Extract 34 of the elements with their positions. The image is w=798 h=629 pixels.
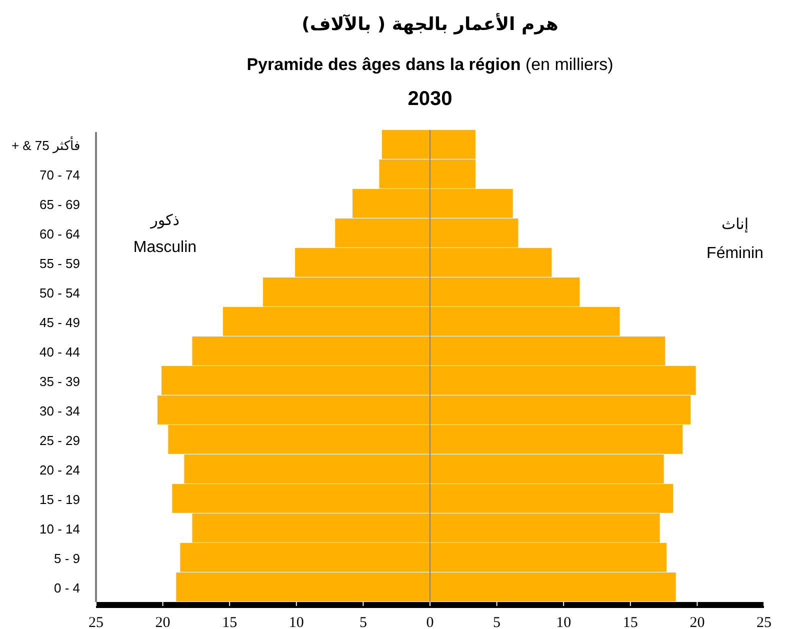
x-tick-label: 20 — [690, 615, 705, 629]
x-tick-label: 10 — [556, 615, 572, 629]
x-tick-label: 0 — [426, 615, 434, 629]
annotation: Masculin — [133, 239, 197, 256]
y-tick-label: 0 - 4 — [54, 580, 80, 596]
y-tick-label: 45 - 49 — [40, 314, 80, 330]
annotation: إناث — [721, 215, 749, 233]
x-tick-label: 25 — [88, 615, 104, 629]
x-tick-label: 5 — [493, 615, 501, 629]
y-tick-label: 55 - 59 — [40, 256, 80, 271]
chart-subtitle: Pyramide des âges dans la région (en milliers) — [246, 55, 614, 74]
x-tick-label: 25 — [756, 615, 772, 629]
y-tick-label: 20 - 24 — [40, 462, 80, 478]
y-tick-label: 65 - 69 — [40, 196, 80, 212]
annotation: ذكور — [150, 211, 180, 229]
x-tick-label: 5 — [359, 615, 367, 629]
y-tick-label: 35 - 39 — [40, 374, 80, 389]
text: 2030 — [408, 88, 452, 110]
y-tick-label: 30 - 34 — [40, 403, 80, 418]
x-tick-label: 15 — [622, 615, 638, 629]
chart-title: هرم الأعمار بالجهة ( بالآلاف) — [302, 13, 558, 35]
y-tick-label: 50 - 54 — [40, 285, 80, 300]
y-tick-label: 70 - 74 — [40, 167, 80, 182]
y-tick-label: 25 - 29 — [40, 432, 80, 448]
y-tick-label: 40 - 44 — [40, 344, 80, 360]
x-tick-label: 15 — [222, 615, 238, 629]
y-tick-label: 60 - 64 — [40, 226, 80, 242]
y-tick-label: + & 75 فأكثر — [11, 136, 80, 154]
annotation: Féminin — [706, 245, 764, 262]
y-tick-label: 15 - 19 — [40, 492, 80, 507]
x-tick-label: 10 — [288, 615, 304, 629]
y-tick-label: 5 - 9 — [54, 550, 80, 566]
x-tick-label: 20 — [155, 615, 170, 629]
y-tick-label: 10 - 14 — [40, 521, 80, 536]
